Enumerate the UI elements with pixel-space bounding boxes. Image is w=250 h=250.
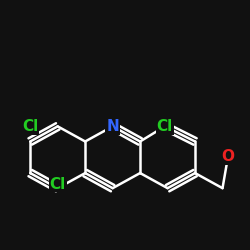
- Text: Cl: Cl: [50, 176, 66, 192]
- Text: Cl: Cl: [22, 119, 38, 134]
- Text: O: O: [222, 149, 234, 164]
- Text: Cl: Cl: [157, 119, 173, 134]
- Text: N: N: [106, 119, 119, 134]
